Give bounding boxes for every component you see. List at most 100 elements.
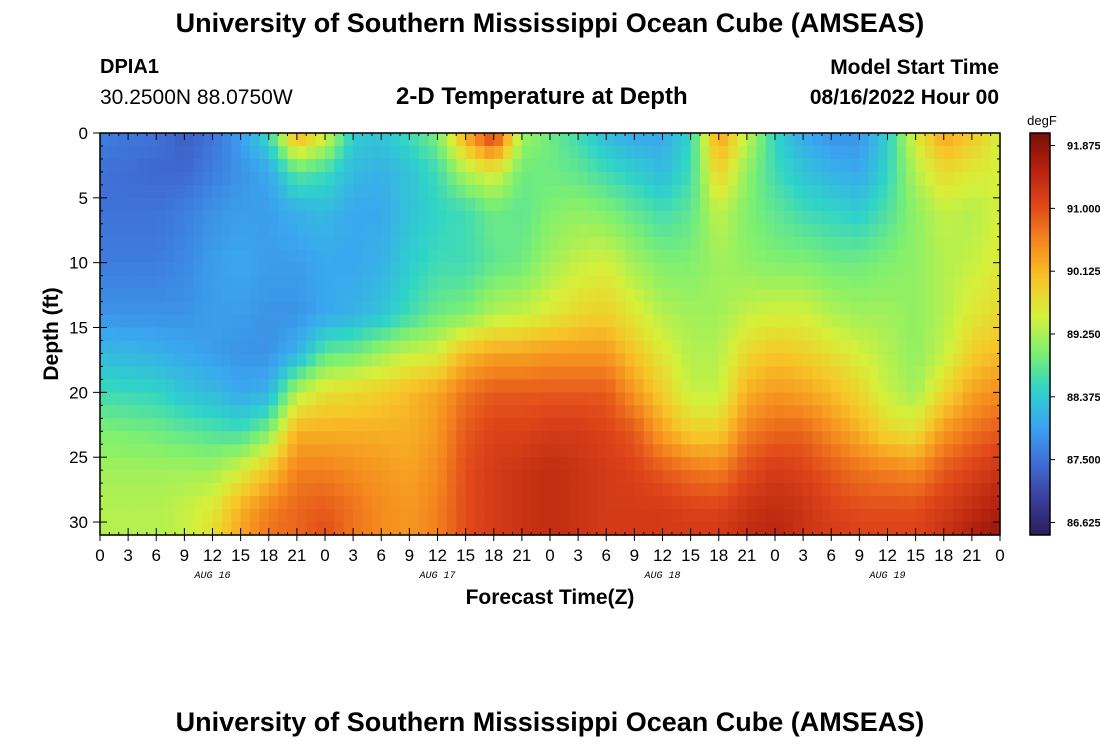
heatmap-cell <box>250 223 260 238</box>
heatmap-cell <box>400 223 410 238</box>
heatmap-cell <box>653 496 664 510</box>
heatmap-cell <box>390 496 401 510</box>
heatmap-cell <box>512 457 523 471</box>
heatmap-cell <box>296 288 307 303</box>
heatmap-cell <box>934 223 945 238</box>
heatmap-cell <box>728 262 739 277</box>
heatmap-cell <box>437 340 448 355</box>
heatmap-cell <box>662 366 673 380</box>
heatmap-cell <box>231 197 242 212</box>
heatmap-cell <box>446 288 457 303</box>
heatmap-cell <box>146 366 157 380</box>
heatmap-cell <box>484 158 495 173</box>
heatmap-cell <box>521 509 532 523</box>
heatmap-cell <box>615 133 626 147</box>
heatmap-cell <box>221 262 232 277</box>
heatmap-cell <box>756 405 767 419</box>
heatmap-cell <box>887 405 898 419</box>
heatmap-cell <box>409 133 420 147</box>
heatmap-cell <box>840 522 851 536</box>
heatmap-cell <box>475 197 485 212</box>
heatmap-cell <box>840 288 851 303</box>
heatmap-cell <box>690 158 701 173</box>
heatmap-cell <box>428 405 439 419</box>
heatmap-cell <box>212 210 223 225</box>
heatmap-cell <box>484 236 495 251</box>
heatmap-cell <box>634 262 645 277</box>
heatmap-cell <box>550 210 560 225</box>
heatmap-cell <box>587 171 598 186</box>
heatmap-cell <box>193 184 204 199</box>
heatmap-cell <box>840 184 851 199</box>
heatmap-cell <box>409 158 420 173</box>
heatmap-cell <box>746 145 757 160</box>
heatmap-cell <box>531 509 542 523</box>
heatmap-cell <box>700 288 710 303</box>
heatmap-cell <box>681 210 692 225</box>
heatmap-cell <box>287 262 298 277</box>
heatmap-cell <box>203 145 214 160</box>
heatmap-cell <box>812 301 823 316</box>
heatmap-cell <box>540 133 551 147</box>
heatmap-cell <box>840 249 851 264</box>
heatmap-cell <box>662 275 673 290</box>
heatmap-cell <box>859 509 870 523</box>
heatmap-cell <box>953 158 964 173</box>
heatmap-cell <box>137 197 148 212</box>
heatmap-cell <box>521 210 532 225</box>
heatmap-cell <box>503 522 514 536</box>
heatmap-cell <box>653 184 664 199</box>
heatmap-cell <box>325 133 335 147</box>
heatmap-cell <box>690 431 701 445</box>
heatmap-cell <box>203 496 214 510</box>
heatmap-cell <box>690 340 701 355</box>
heatmap-cell <box>990 262 1001 277</box>
heatmap-cell <box>118 496 129 510</box>
heatmap-cell <box>250 314 260 329</box>
heatmap-cell <box>128 483 139 497</box>
heatmap-cell <box>568 327 579 342</box>
heatmap-cell <box>465 353 476 368</box>
heatmap-cell <box>934 392 945 406</box>
heatmap-cell <box>268 275 279 290</box>
heatmap-cell <box>240 340 251 355</box>
heatmap-cell <box>821 366 832 380</box>
heatmap-cell <box>596 301 607 316</box>
heatmap-cell <box>737 405 748 419</box>
heatmap-cell <box>446 275 457 290</box>
heatmap-cell <box>531 392 542 406</box>
y-tick-label: 0 <box>79 124 88 143</box>
heatmap-cell <box>850 210 860 225</box>
heatmap-cell <box>831 301 842 316</box>
heatmap-cell <box>981 405 992 419</box>
heatmap-cell <box>812 496 823 510</box>
heatmap-cell <box>306 184 317 199</box>
heatmap-cell <box>381 145 392 160</box>
heatmap-cell <box>831 522 842 536</box>
heatmap-cell <box>596 379 607 393</box>
heatmap-cell <box>343 301 354 316</box>
heatmap-cell <box>165 444 176 458</box>
heatmap-cell <box>559 509 570 523</box>
heatmap-cell <box>906 496 917 510</box>
heatmap-cell <box>175 210 185 225</box>
heatmap-cell <box>971 353 982 368</box>
heatmap-cell <box>100 171 110 186</box>
heatmap-cell <box>671 353 682 368</box>
heatmap-cell <box>831 145 842 160</box>
heatmap-cell <box>925 522 935 536</box>
heatmap-cell <box>962 145 973 160</box>
heatmap-cell <box>625 366 635 380</box>
heatmap-cell <box>587 314 598 329</box>
heatmap-cell <box>559 145 570 160</box>
heatmap-cell <box>606 301 617 316</box>
heatmap-cell <box>540 509 551 523</box>
heatmap-cell <box>962 405 973 419</box>
heatmap-cell <box>165 262 176 277</box>
heatmap-cell <box>793 133 804 147</box>
heatmap-cell <box>700 301 710 316</box>
heatmap-cell <box>559 496 570 510</box>
x-tick-label: 18 <box>709 546 728 565</box>
heatmap-cell <box>587 301 598 316</box>
heatmap-cell <box>765 223 776 238</box>
